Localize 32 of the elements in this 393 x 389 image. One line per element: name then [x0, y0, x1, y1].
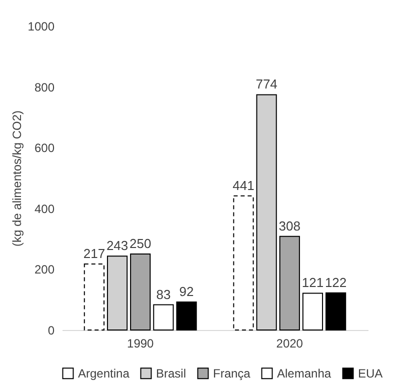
- legend-label: Alemanha: [277, 366, 332, 380]
- y-axis-title: (kg de alimentos/kg CO2): [10, 110, 24, 247]
- x-tick-label: 1990: [127, 336, 154, 350]
- y-tick-label: 1000: [28, 20, 55, 34]
- legend-label: Brasil: [156, 366, 186, 380]
- bar: [176, 302, 197, 330]
- data-label: 774: [256, 76, 278, 92]
- bar: [325, 292, 346, 330]
- legend-label: França: [213, 366, 251, 380]
- data-label: 92: [179, 284, 194, 300]
- data-label: 308: [278, 218, 300, 234]
- bar: [302, 292, 324, 330]
- y-tick-label: 400: [34, 202, 55, 216]
- x-tick-label: 2020: [276, 336, 304, 350]
- y-tick-label: 200: [34, 262, 55, 277]
- data-label: 441: [232, 178, 254, 193]
- data-label: 217: [83, 246, 106, 262]
- legend-label: Argentina: [78, 366, 130, 380]
- data-label: 121: [302, 275, 324, 290]
- data-label: 250: [130, 236, 152, 251]
- bar: [130, 254, 151, 330]
- data-label: 83: [156, 286, 171, 302]
- bar: [153, 304, 174, 330]
- bar: [84, 264, 105, 330]
- data-label: 243: [106, 238, 128, 254]
- y-tick-label: 600: [34, 141, 55, 156]
- y-tick-label: 0: [48, 324, 55, 338]
- bar: [233, 195, 254, 330]
- data-label: 122: [324, 274, 347, 290]
- bar: [279, 236, 300, 330]
- y-tick-label: 800: [34, 80, 55, 94]
- legend-label: EUA: [358, 366, 383, 380]
